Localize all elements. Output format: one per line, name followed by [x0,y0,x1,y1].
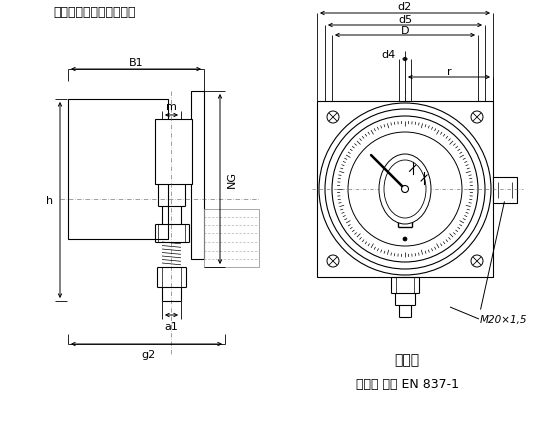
Text: m: m [166,102,176,112]
Text: a1: a1 [164,321,178,331]
Bar [204,210,259,268]
Bar [68,100,168,239]
Circle shape [403,237,407,242]
Bar [155,120,192,184]
Text: d2: d2 [398,2,412,12]
Text: M20×1,5: M20×1,5 [480,314,527,324]
Circle shape [325,110,485,269]
Circle shape [327,256,339,268]
Bar [191,92,204,259]
Text: 通用插入式连接器：右侧: 通用插入式连接器：右侧 [54,6,136,20]
Circle shape [402,186,408,193]
Ellipse shape [379,155,431,225]
Circle shape [471,256,483,268]
Bar [317,102,493,277]
Bar [493,178,517,204]
Text: d4: d4 [382,50,396,60]
Ellipse shape [384,161,426,219]
Text: d5: d5 [398,15,412,25]
Text: r: r [447,67,451,77]
Circle shape [319,104,491,275]
Text: D: D [401,26,409,36]
Circle shape [348,132,462,246]
Text: 固定孔: 固定孔 [395,352,420,366]
Text: B1: B1 [129,58,143,68]
Circle shape [327,112,339,124]
Circle shape [332,117,478,262]
Text: 长孔， 根据 EN 837-1: 长孔， 根据 EN 837-1 [355,377,459,391]
Text: h: h [46,196,54,205]
Text: NG: NG [227,171,237,188]
Circle shape [471,112,483,124]
Text: g2: g2 [141,349,155,359]
